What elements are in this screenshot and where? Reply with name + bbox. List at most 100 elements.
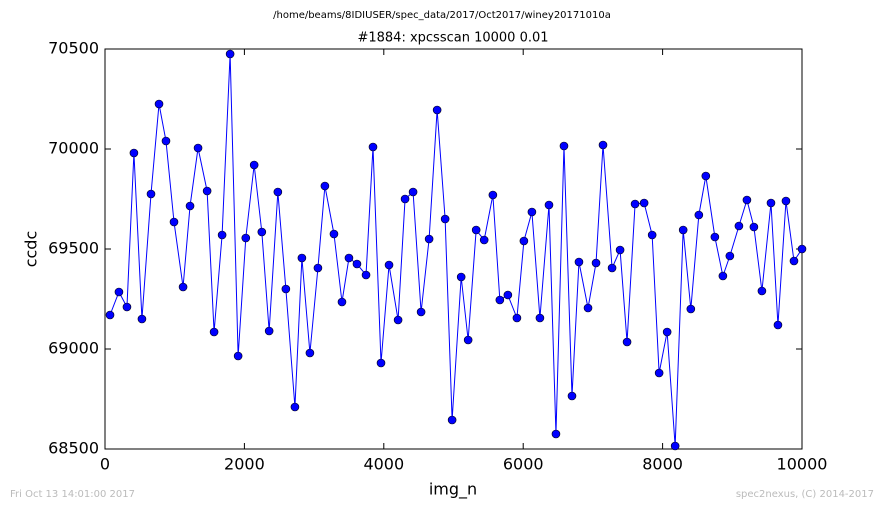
data-point bbox=[583, 303, 593, 313]
suptitle: /home/beams/8IDIUSER/spec_data/2017/Oct2… bbox=[273, 10, 611, 21]
x-tick-label: 8000 bbox=[642, 455, 683, 474]
data-point bbox=[393, 315, 403, 325]
data-point bbox=[519, 236, 529, 246]
data-point bbox=[607, 263, 617, 273]
data-point bbox=[639, 198, 649, 208]
data-point bbox=[297, 253, 307, 263]
data-point bbox=[559, 141, 569, 151]
data-point bbox=[337, 297, 347, 307]
data-point bbox=[290, 402, 300, 412]
data-point bbox=[249, 160, 259, 170]
data-point bbox=[154, 99, 164, 109]
data-point bbox=[225, 49, 235, 59]
y-tick-label: 70000 bbox=[48, 139, 99, 158]
data-point bbox=[440, 214, 450, 224]
data-point bbox=[305, 348, 315, 358]
data-point bbox=[479, 235, 489, 245]
data-point bbox=[527, 207, 537, 217]
data-point bbox=[503, 290, 513, 300]
data-point bbox=[178, 282, 188, 292]
data-point bbox=[376, 358, 386, 368]
data-point bbox=[456, 272, 466, 282]
footer-left: Fri Oct 13 14:01:00 2017 bbox=[10, 489, 135, 500]
data-point bbox=[797, 244, 807, 254]
data-point bbox=[129, 148, 139, 158]
data-point bbox=[361, 270, 371, 280]
data-point bbox=[670, 441, 680, 451]
data-point bbox=[766, 198, 776, 208]
data-point bbox=[233, 351, 243, 361]
data-point bbox=[384, 260, 394, 270]
data-point bbox=[114, 287, 124, 297]
y-tick-label: 69000 bbox=[48, 339, 99, 358]
data-point bbox=[122, 302, 132, 312]
data-point bbox=[773, 320, 783, 330]
data-point bbox=[678, 225, 688, 235]
data-point bbox=[710, 232, 720, 242]
data-point bbox=[352, 259, 362, 269]
data-point bbox=[193, 143, 203, 153]
data-point bbox=[169, 217, 179, 227]
x-axis-label: img_n bbox=[429, 480, 477, 500]
x-tick-label: 6000 bbox=[503, 455, 544, 474]
data-point bbox=[591, 258, 601, 268]
data-point bbox=[630, 199, 640, 209]
footer-right: spec2nexus, (C) 2014-2017 bbox=[736, 489, 874, 500]
data-point bbox=[544, 200, 554, 210]
data-point bbox=[241, 233, 251, 243]
data-point bbox=[701, 171, 711, 181]
data-point bbox=[574, 257, 584, 267]
data-point bbox=[471, 225, 481, 235]
chart-title: #1884: xpcsscan 10000 0.01 bbox=[357, 31, 548, 46]
data-point bbox=[598, 140, 608, 150]
data-point bbox=[622, 337, 632, 347]
data-point bbox=[615, 245, 625, 255]
data-point bbox=[344, 253, 354, 263]
data-point bbox=[202, 186, 212, 196]
data-point bbox=[789, 256, 799, 266]
data-point bbox=[217, 230, 227, 240]
data-point bbox=[146, 189, 156, 199]
data-point bbox=[718, 271, 728, 281]
x-tick-label: 4000 bbox=[363, 455, 404, 474]
data-point bbox=[368, 142, 378, 152]
data-point bbox=[273, 187, 283, 197]
y-tick-label: 70500 bbox=[48, 39, 99, 58]
data-point bbox=[781, 196, 791, 206]
x-tick-label: 2000 bbox=[224, 455, 265, 474]
data-point bbox=[408, 187, 418, 197]
data-point bbox=[725, 251, 735, 261]
data-point bbox=[320, 181, 330, 191]
x-tick-label: 10000 bbox=[777, 455, 828, 474]
data-point bbox=[742, 195, 752, 205]
data-point bbox=[257, 227, 267, 237]
data-point bbox=[647, 230, 657, 240]
data-point bbox=[209, 327, 219, 337]
y-tick-label: 69500 bbox=[48, 239, 99, 258]
data-point bbox=[694, 210, 704, 220]
data-point bbox=[495, 295, 505, 305]
data-point bbox=[281, 284, 291, 294]
y-axis-label: ccdc bbox=[22, 231, 41, 268]
data-point bbox=[424, 234, 434, 244]
data-point bbox=[734, 221, 744, 231]
data-point bbox=[512, 313, 522, 323]
data-point bbox=[535, 313, 545, 323]
data-point bbox=[264, 326, 274, 336]
data-point bbox=[749, 222, 759, 232]
data-point bbox=[488, 190, 498, 200]
data-point bbox=[329, 229, 339, 239]
data-point bbox=[447, 415, 457, 425]
data-point bbox=[654, 368, 664, 378]
data-point bbox=[757, 286, 767, 296]
data-point bbox=[400, 194, 410, 204]
data-line bbox=[109, 53, 803, 447]
data-point bbox=[662, 327, 672, 337]
data-point bbox=[185, 201, 195, 211]
x-tick-label: 0 bbox=[100, 455, 110, 474]
data-point bbox=[463, 335, 473, 345]
data-point bbox=[137, 314, 147, 324]
data-point bbox=[313, 263, 323, 273]
data-point bbox=[432, 105, 442, 115]
